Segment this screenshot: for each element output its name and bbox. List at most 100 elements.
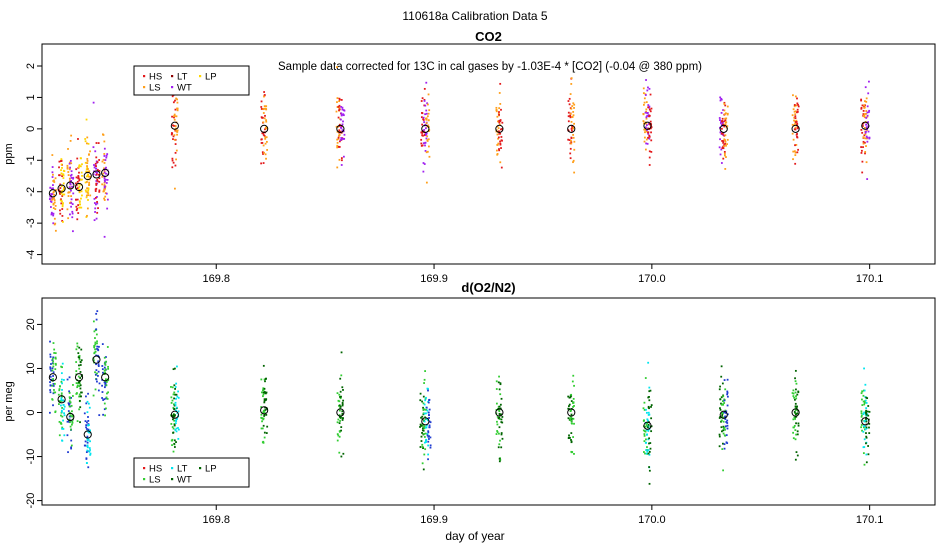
data-point [78,358,81,361]
data-point [263,398,266,401]
data-point [176,109,179,112]
data-point [423,382,425,384]
data-point [865,396,868,399]
data-point [61,366,63,369]
data-point [104,192,107,194]
data-point [570,451,573,454]
data-point [496,144,499,146]
data-point [426,125,429,128]
data-point [80,197,82,200]
data-point [60,159,63,162]
data-point [68,411,71,414]
data-point [794,95,797,98]
data-point [95,318,98,321]
data-point [721,403,724,406]
data-point [94,341,97,344]
data-point [793,396,795,399]
data-point [338,106,341,109]
data-point [424,399,427,402]
data-point [719,138,721,141]
data-point [721,382,724,385]
data-point [338,451,341,454]
data-point [84,140,87,143]
data-point [69,166,71,169]
data-point [104,414,106,417]
data-point [650,131,652,134]
data-point [865,442,867,445]
data-point [726,113,729,116]
data-point [645,408,647,411]
data-point [340,137,343,139]
data-point [500,147,502,149]
data-point [726,404,729,407]
data-point [865,407,868,410]
data-point [264,380,266,383]
data-point [78,393,81,396]
data-point [62,202,64,205]
data-point [865,116,868,119]
data-point [67,410,70,412]
data-point [570,393,573,396]
data-point [860,424,863,426]
data-point [105,166,107,169]
data-point [724,418,727,420]
data-point [424,448,427,451]
data-point [175,115,178,118]
data-point [79,384,82,387]
data-point [648,115,650,118]
y-tick-label: 1 [25,94,37,100]
data-point [81,174,83,177]
mean-marker [643,121,652,130]
data-point [68,202,71,204]
data-point [793,105,796,108]
data-point [93,346,96,349]
data-point [263,134,266,137]
data-point [50,211,53,214]
data-point [648,399,651,402]
data-point [60,421,62,424]
data-point [336,130,339,133]
data-point [723,447,726,450]
data-point [61,439,63,442]
data-point [260,427,263,430]
data-point [336,141,339,144]
data-point [52,383,55,385]
data-point [341,403,344,406]
data-point [726,395,729,398]
data-point [793,150,796,153]
data-point [866,111,869,114]
data-point [75,184,78,187]
data-point [86,187,88,190]
data-point [425,406,428,409]
data-point [643,97,646,100]
data-point [647,127,650,130]
legend-label: HS [149,464,162,475]
data-point [260,138,263,141]
data-point [796,151,799,154]
data-point [645,424,648,427]
data-point [422,468,425,471]
data-point [791,132,794,135]
data-point [62,174,65,177]
data-point [95,167,97,170]
data-point [572,159,575,162]
data-point [645,411,648,414]
data-point [341,404,344,407]
mean-marker [74,373,84,382]
data-point [70,170,73,173]
data-point [101,160,104,163]
y-tick-label: -2 [25,187,37,197]
data-point [425,127,427,130]
data-point [339,405,342,408]
data-point [724,168,727,170]
data-point [105,397,107,400]
data-point [49,375,52,378]
data-point [59,212,62,215]
data-point [647,86,649,89]
data-point [339,416,342,419]
data-point [726,391,729,394]
data-point [78,191,81,194]
data-point [96,178,99,181]
data-point [499,82,502,85]
data-point [95,184,98,186]
